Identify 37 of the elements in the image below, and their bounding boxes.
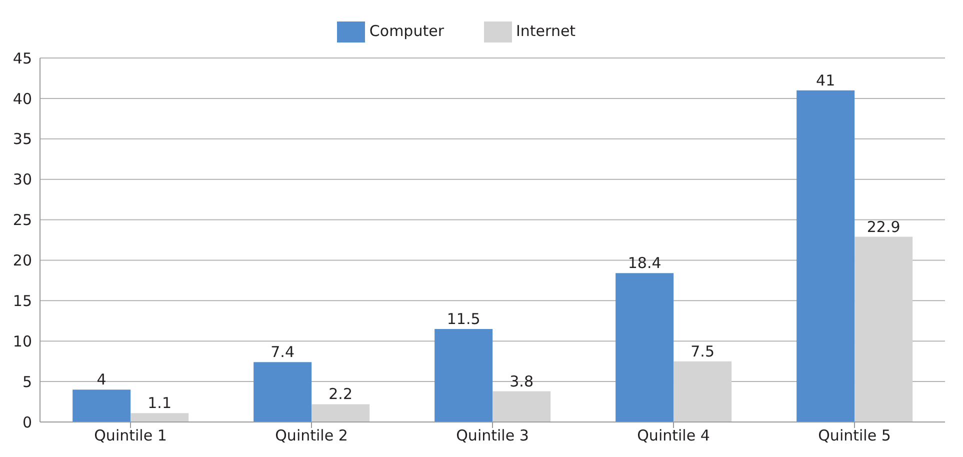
data-label: 3.8 <box>510 372 534 390</box>
bar <box>72 390 131 422</box>
y-tick-label: 10 <box>12 332 32 350</box>
y-tick-label: 30 <box>12 170 32 189</box>
bar <box>492 391 551 422</box>
data-label: 7.5 <box>690 342 715 360</box>
y-tick-label: 45 <box>12 49 32 68</box>
data-label: 18.4 <box>628 254 662 272</box>
x-tick-label: Quintile 1 <box>94 426 167 445</box>
data-label: 22.9 <box>866 218 900 236</box>
bar <box>616 273 674 422</box>
x-tick-label: Quintile 3 <box>456 426 529 445</box>
bar <box>130 413 189 422</box>
legend-label: Internet <box>516 22 576 40</box>
y-tick-label: 40 <box>12 90 32 108</box>
y-tick-label: 15 <box>12 292 32 310</box>
bar <box>254 362 312 422</box>
y-tick-label: 5 <box>22 372 32 391</box>
y-tick-label: 35 <box>12 130 32 148</box>
data-label: 11.5 <box>446 310 480 328</box>
x-tick-label: Quintile 4 <box>637 426 710 445</box>
data-label: 1.1 <box>148 394 172 412</box>
y-tick-label: 20 <box>12 252 32 270</box>
y-tick-label: 0 <box>22 413 32 432</box>
data-label: 41 <box>816 71 836 90</box>
bar <box>434 328 493 422</box>
data-label: 2.2 <box>328 385 353 404</box>
y-tick-label: 25 <box>12 211 32 230</box>
bar <box>312 404 370 422</box>
bar <box>796 90 855 422</box>
data-label: 7.4 <box>270 343 295 362</box>
legend-label: Computer <box>369 22 444 40</box>
data-label: 4 <box>96 370 106 389</box>
x-tick-label: Quintile 5 <box>818 426 891 445</box>
x-tick-label: Quintile 2 <box>275 426 348 445</box>
bar <box>854 236 913 422</box>
bar <box>674 361 732 422</box>
